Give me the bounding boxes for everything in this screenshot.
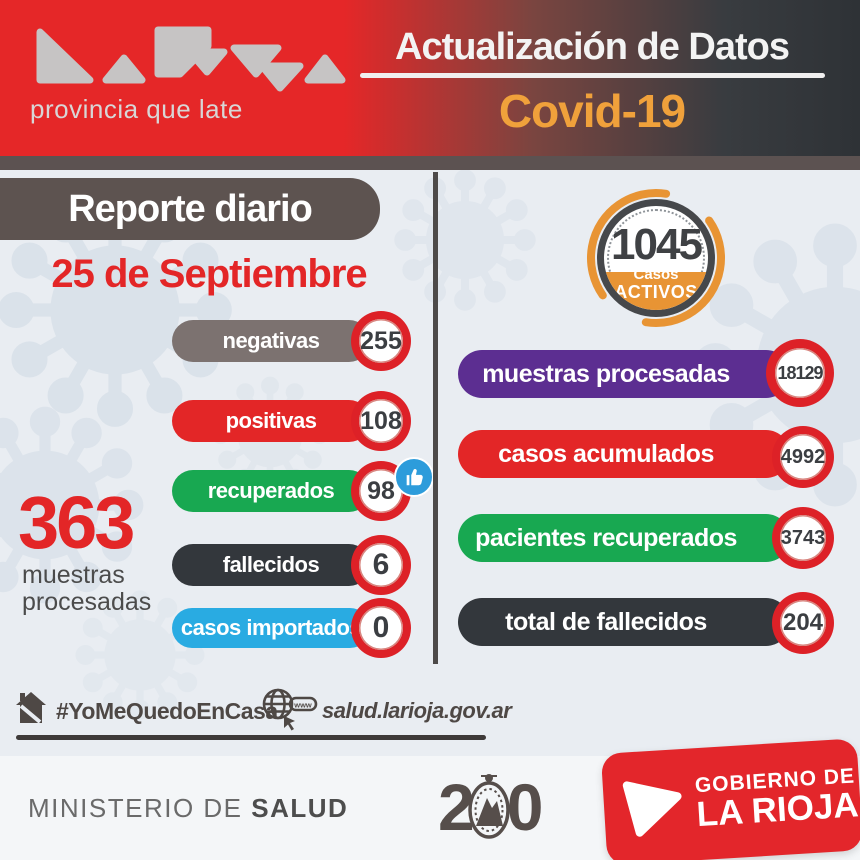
stat-badge-muestras-procesadas: 18129: [766, 339, 834, 407]
column-divider: [433, 172, 438, 664]
website-url[interactable]: salud.larioja.gov.ar: [322, 698, 512, 723]
thumbs-up-icon: [394, 457, 434, 497]
daily-total-label: muestras procesadas: [22, 562, 151, 616]
stat-label: total de fallecidos: [505, 607, 707, 636]
header-band: provincia que late Actualización de Dato…: [0, 0, 860, 156]
stat-label: casos acumulados: [498, 439, 714, 468]
stat-badge-negativas: 255: [351, 311, 411, 371]
active-badge-orange-half: [604, 271, 708, 310]
title-underline: [360, 73, 825, 78]
stat-pill-recuperados: recuperados: [172, 470, 370, 512]
ministry-label: MINISTERIO DE SALUD: [28, 793, 348, 824]
stat-pill-pacientes-recuperados: pacientes recuperados: [458, 514, 790, 562]
stat-value: 0: [372, 611, 390, 644]
ministry-prefix: MINISTERIO DE: [28, 793, 243, 823]
stat-pill-fallecidos: fallecidos: [172, 544, 370, 586]
report-banner: Reporte diario: [0, 178, 380, 240]
stat-value: 3743: [780, 526, 826, 549]
stat-label: positivas: [225, 408, 317, 433]
stat-pill-positivas: positivas: [172, 400, 370, 442]
stat-pill-casos-acumulados: casos acumulados: [458, 430, 790, 478]
active-cases-badge: 1045 Casos ACTIVOS: [586, 188, 726, 328]
bicentennial-digit-0: 0: [506, 770, 544, 844]
daily-total-value: 363: [18, 481, 135, 564]
stat-label: pacientes recuperados: [475, 523, 737, 552]
svg-text:www: www: [293, 701, 312, 710]
page-title: Actualización de Datos: [395, 26, 790, 68]
active-cases-value: 1045: [611, 220, 703, 269]
footer-divider: [16, 735, 486, 740]
page-subtitle: Covid-19: [498, 85, 686, 137]
ministry-bold: SALUD: [251, 793, 349, 823]
stat-badge-positivas: 108: [351, 391, 411, 451]
la-rioja-logo: [36, 26, 346, 92]
header-strip: [0, 156, 860, 170]
stat-label: fallecidos: [222, 552, 320, 577]
cursor-icon: [284, 716, 295, 731]
house-icon: [16, 692, 46, 724]
stat-pill-total-fallecidos: total de fallecidos: [458, 598, 790, 646]
stat-badge-pacientes-recuperados: 3743: [772, 507, 834, 569]
stat-value: 204: [782, 609, 824, 636]
stat-badge-casos-acumulados: 4992: [772, 426, 834, 488]
stat-label: casos importados: [180, 615, 362, 640]
la-rioja-triangle-icon: [622, 781, 682, 837]
hashtag-text: #YoMeQuedoEnCasa: [56, 698, 278, 724]
stat-value: 6: [372, 548, 390, 581]
active-cases-label: Casos ACTIVOS: [604, 267, 708, 303]
stat-label: negativas: [222, 328, 321, 353]
daily-total-label-line1: muestras: [22, 561, 125, 589]
report-date: 25 de Septiembre: [51, 252, 367, 296]
stat-value: 98: [367, 476, 395, 505]
globe-www-icon: www: [262, 688, 318, 731]
active-badge-circle: 1045 Casos ACTIVOS: [597, 199, 715, 317]
stat-pill-negativas: negativas: [172, 320, 370, 362]
stat-pill-casos-importados: casos importados: [172, 608, 370, 648]
stat-badge-casos-importados: 0: [351, 598, 411, 658]
active-label-line2: ACTIVOS: [614, 282, 698, 303]
gov-line2: LA RIOJA: [695, 785, 860, 835]
active-label-line1: Casos: [633, 266, 679, 284]
stat-value: 255: [360, 326, 402, 355]
bicentennial-logo: 2 0: [438, 770, 544, 844]
stat-badge-fallecidos: 6: [351, 535, 411, 595]
stat-value: 18129: [777, 362, 823, 383]
government-badge-text: GOBIERNO DE LA RIOJA: [694, 764, 860, 835]
stat-pill-muestras-procesadas: muestras procesadas: [458, 350, 790, 398]
stat-value: 108: [360, 406, 402, 435]
stat-label: recuperados: [207, 478, 335, 503]
logo-tagline: provincia que late: [30, 94, 243, 124]
government-badge: GOBIERNO DE LA RIOJA: [600, 738, 860, 860]
daily-total-label-line2: procesadas: [22, 588, 152, 616]
stat-badge-recuperados: 98: [351, 461, 411, 521]
stat-badge-total-fallecidos: 204: [772, 592, 834, 654]
stat-value: 4992: [780, 445, 826, 468]
bicentennial-emblem-icon: [467, 774, 510, 839]
stat-label: muestras procesadas: [482, 359, 730, 388]
active-badge-arcs: [587, 189, 725, 327]
